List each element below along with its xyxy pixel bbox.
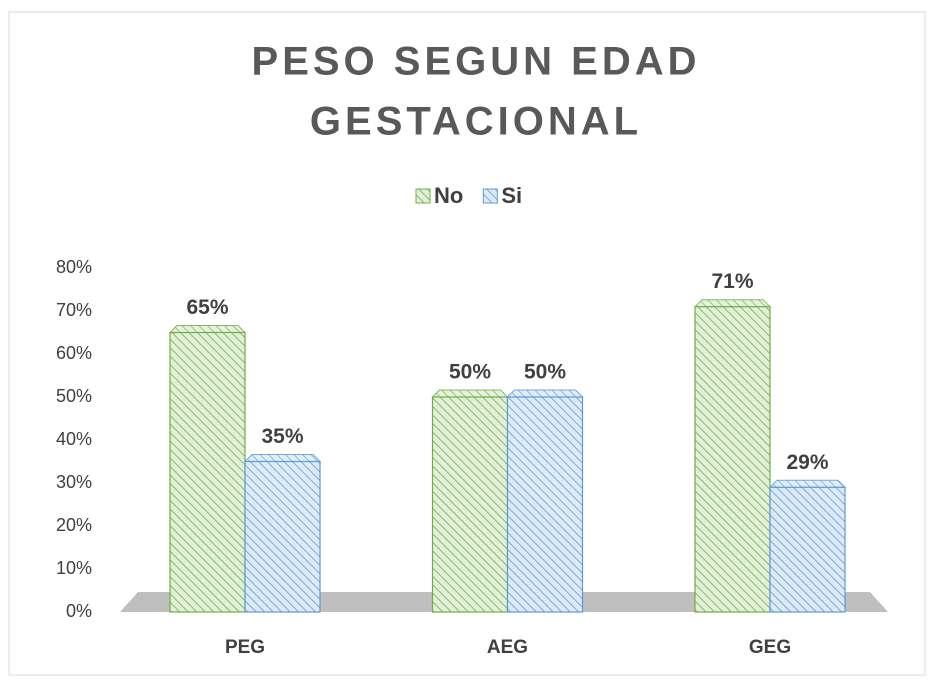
x-tick-label: AEG	[487, 637, 528, 658]
legend-label: No	[434, 183, 463, 208]
y-tick-label: 80%	[56, 257, 92, 277]
data-label: 50%	[524, 361, 566, 384]
bar	[694, 306, 771, 613]
y-tick-label: 10%	[56, 558, 92, 578]
chart-title: PESO SEGUN EDAD	[252, 40, 701, 84]
y-tick-label: 70%	[56, 300, 92, 320]
data-label: 35%	[261, 425, 303, 448]
y-tick-label: 0%	[66, 601, 92, 621]
bar	[431, 396, 509, 613]
legend-swatch	[415, 188, 431, 204]
data-label: 29%	[786, 451, 828, 474]
bar	[169, 331, 246, 613]
bar-top	[243, 454, 322, 462]
bar-top	[693, 299, 772, 308]
bar	[506, 396, 584, 613]
legend-swatch	[482, 188, 498, 204]
y-tick-label: 20%	[56, 515, 92, 535]
x-tick-label: GEG	[749, 637, 791, 658]
bar	[769, 486, 846, 613]
y-tick-label: 60%	[56, 343, 92, 363]
bar-top	[168, 325, 247, 333]
data-label: 65%	[186, 296, 228, 319]
bar-top	[431, 389, 509, 398]
data-label: 71%	[711, 270, 753, 293]
y-tick-label: 40%	[56, 429, 92, 449]
chart-title: GESTACIONAL	[310, 100, 642, 144]
legend-label: Si	[501, 183, 522, 208]
bar-top	[768, 479, 847, 488]
bar-top	[506, 389, 584, 398]
y-tick-label: 30%	[56, 472, 92, 492]
x-tick-label: PEG	[225, 637, 265, 658]
data-label: 50%	[449, 361, 491, 384]
bar	[244, 460, 321, 613]
y-tick-label: 50%	[56, 386, 92, 406]
